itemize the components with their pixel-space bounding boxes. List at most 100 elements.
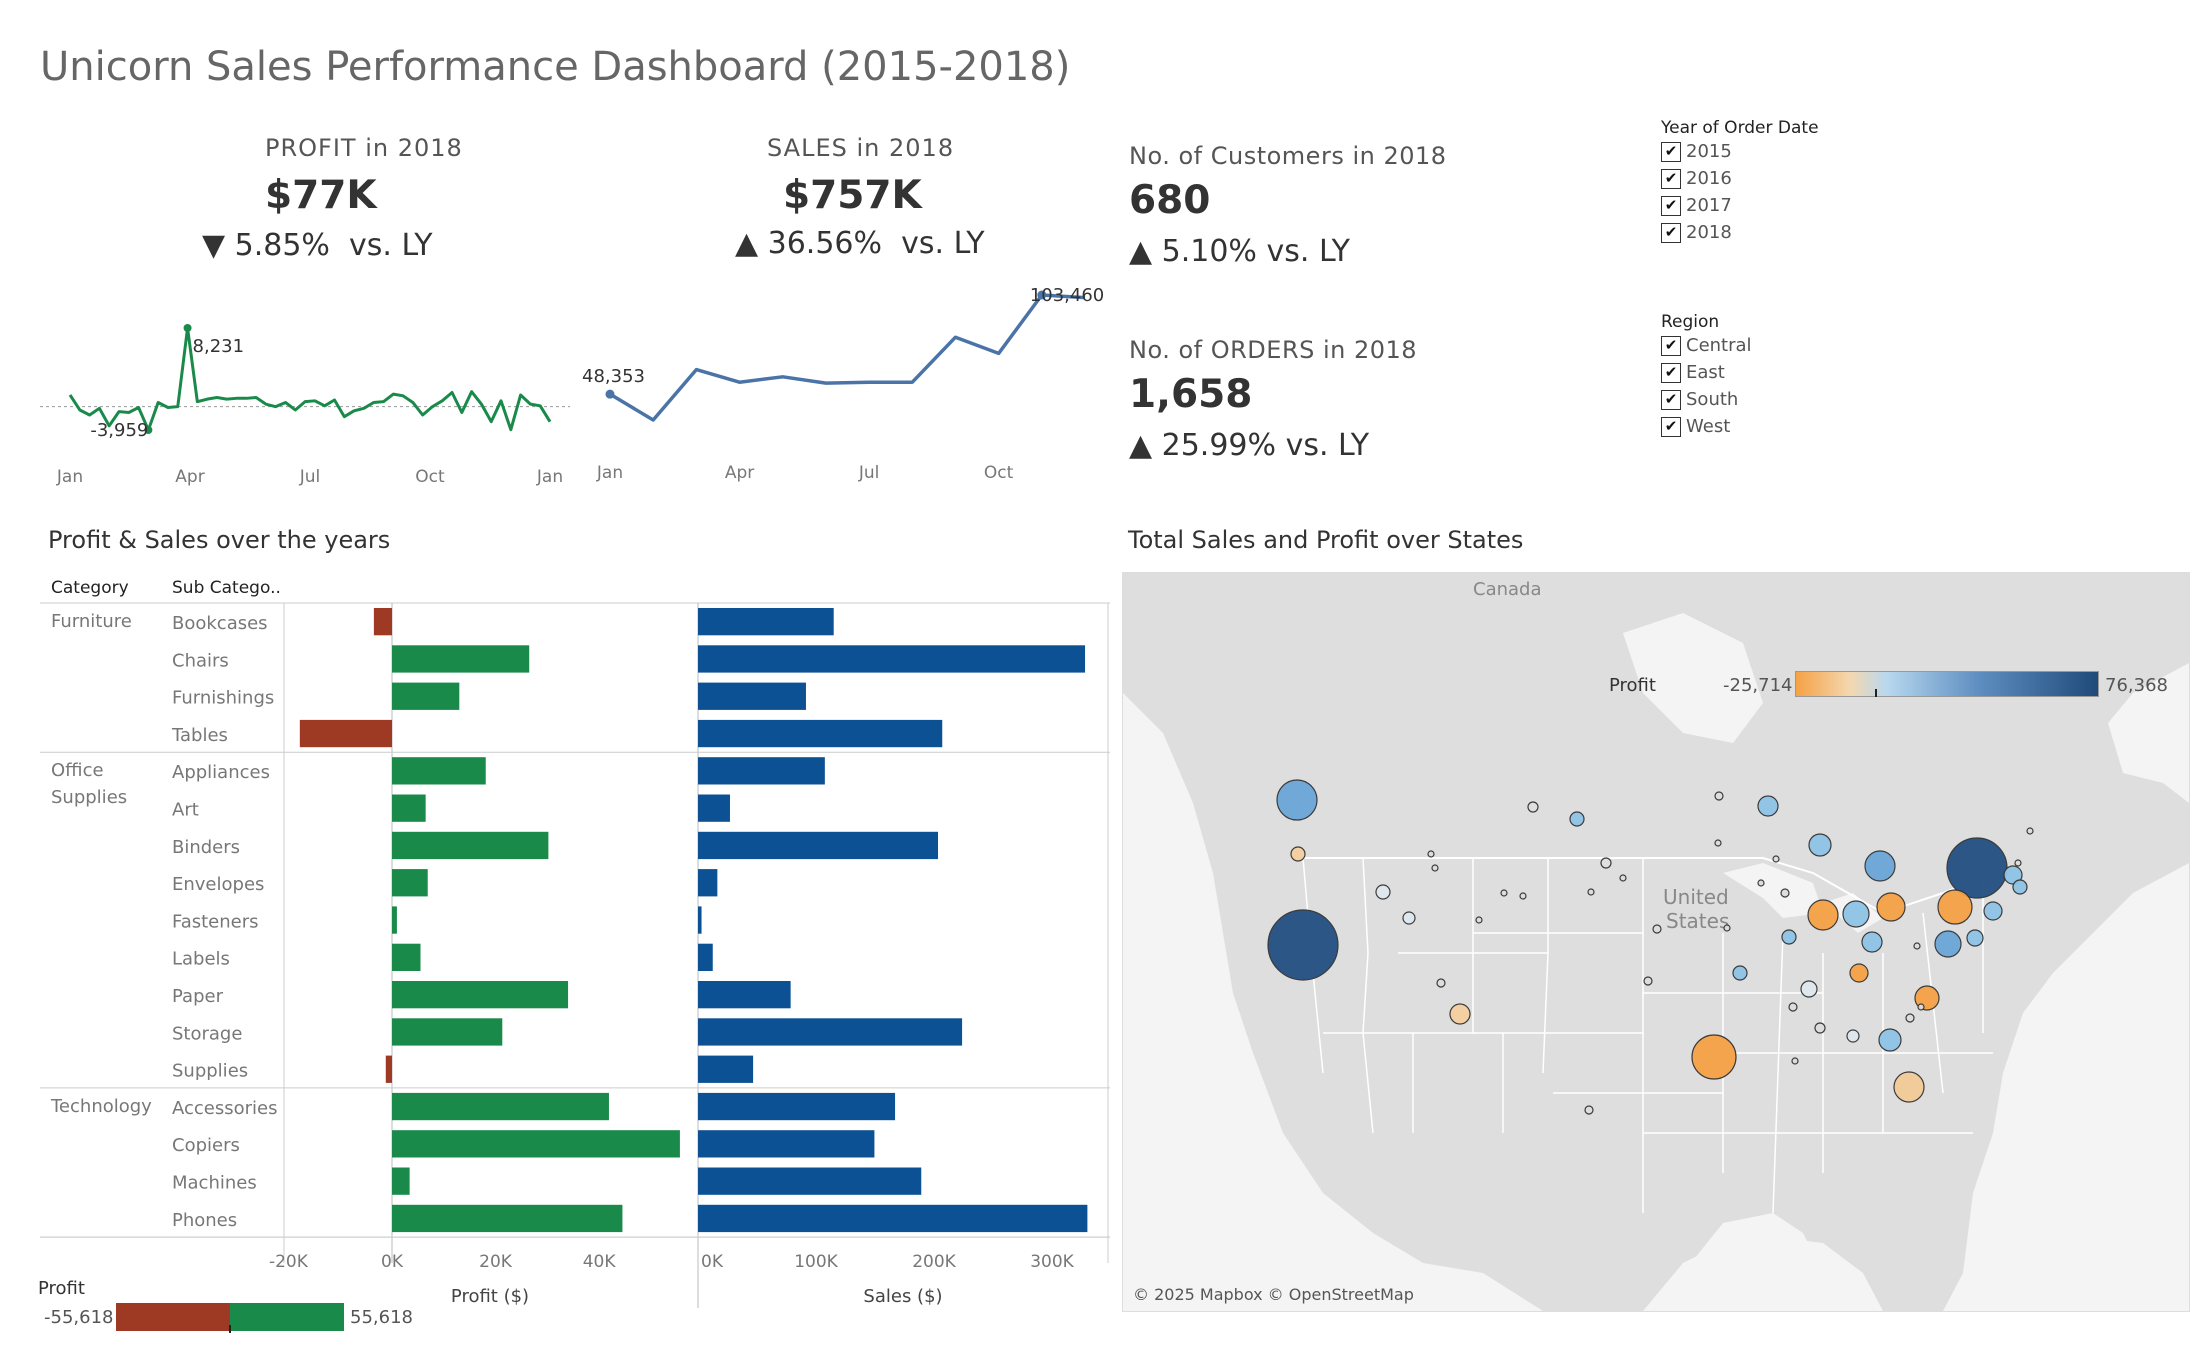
checkbox-checked-icon[interactable]: ✔ [1661,416,1681,437]
subcategory-label: Machines [172,1173,257,1194]
profit-min-point [144,426,153,434]
filter-option-2016[interactable]: ✔ 2016 [1661,165,1819,192]
filter-option-south[interactable]: ✔ South [1661,386,1752,413]
state-bubble [1800,980,1818,998]
profit-legend-max: 55,618 [350,1307,413,1328]
subcategory-label: Copiers [172,1135,240,1156]
checkbox-checked-icon[interactable]: ✔ [1661,141,1681,162]
sales-bar [698,645,1086,673]
subcategory-label: Paper [172,986,224,1007]
map-legend-title: Profit [1609,675,1656,696]
profit-legend-negative-swatch [116,1303,230,1331]
profit-bar [392,794,426,822]
profit-legend-zero-tick [229,1325,231,1333]
profit-bar [373,608,392,636]
state-bubble [1878,1028,1902,1052]
profit-bar [392,1092,609,1121]
profit-x-tick: Apr [175,467,204,487]
state-bubble [1946,837,2008,899]
profit-axis-title: Profit ($) [451,1286,529,1307]
customers-kpi-label: No. of Customers in 2018 [1129,142,1447,170]
profit-bar [392,757,486,785]
sales-bar [698,719,943,748]
state-bubble [1449,1003,1471,1025]
state-bubble [2026,827,2034,835]
sales-last-label: 103,460 [1030,285,1104,306]
state-bubble [1808,833,1832,857]
checkbox-checked-icon[interactable]: ✔ [1661,362,1681,383]
map-label-us-2: States [1666,909,1730,933]
profit-bar [392,981,569,1009]
checkbox-checked-icon[interactable]: ✔ [1661,168,1681,189]
profit-x-tick: Jan [536,467,563,487]
state-bubble [1861,931,1883,953]
checkbox-checked-icon[interactable]: ✔ [1661,195,1681,216]
state-bubble [1937,889,1973,925]
state-bubble [1714,791,1724,801]
state-bubble [1913,942,1921,950]
orders-kpi-label: No. of ORDERS in 2018 [1129,336,1418,364]
profit-bar [392,682,460,710]
map-bubbles [1267,779,2034,1115]
checkbox-checked-icon[interactable]: ✔ [1661,222,1681,243]
profit-kpi-delta: ▼ 5.85% vs. LY [202,228,433,263]
sales-bar [698,757,825,785]
state-bubble [2012,879,2028,895]
category-label: Office [51,760,104,781]
profit-bar [385,1055,392,1083]
checkbox-checked-icon[interactable]: ✔ [1661,335,1681,356]
profit-legend-title: Profit [38,1278,85,1299]
filter-option-2015[interactable]: ✔ 2015 [1661,138,1819,165]
customers-kpi-delta: ▲ 5.10% vs. LY [1129,234,1351,269]
state-bubble [1905,1013,1915,1023]
map-label-us-1: United [1663,885,1729,909]
region-filter: Region ✔ Central ✔ East ✔ South ✔ West [1661,312,1752,440]
category-label: Technology [50,1096,152,1117]
filter-option-2018[interactable]: ✔ 2018 [1661,219,1819,246]
profit-legend-positive-swatch [230,1303,344,1331]
state-bubble [1290,846,1306,862]
map-attribution[interactable]: © 2025 Mapbox © OpenStreetMap [1133,1285,1414,1304]
filter-option-label: 2017 [1686,195,1732,216]
sales-bar [698,1167,922,1195]
profit-tick: -20K [269,1252,309,1272]
sales-kpi-value: $757K [783,173,922,218]
filter-option-west[interactable]: ✔ West [1661,413,1752,440]
checkbox-checked-icon[interactable]: ✔ [1661,389,1681,410]
map-legend-gradient [1795,671,2099,697]
state-bubble [1788,1002,1798,1012]
filter-option-central[interactable]: ✔ Central [1661,332,1752,359]
profit-tick: 40K [583,1252,617,1272]
map-legend-zero-tick [1875,689,1877,697]
state-bubble [1527,801,1539,813]
category-header: Category [51,578,129,598]
state-bubble [1714,839,1722,847]
profit-max-point [183,324,192,332]
subcategory-label: Supplies [172,1061,248,1082]
filter-option-2017[interactable]: ✔ 2017 [1661,192,1819,219]
sales-x-tick: Oct [984,463,1014,483]
filter-option-east[interactable]: ✔ East [1661,359,1752,386]
profit-bar [392,906,397,934]
sales-bar [698,1055,754,1083]
state-bubble [1600,857,1612,869]
state-map[interactable]: Canada United States Profit -25,714 76,3… [1122,572,2190,1312]
profit-bar [392,831,549,860]
profit-bar [299,719,392,748]
filter-option-label: South [1686,389,1739,410]
state-bubble [1587,888,1595,896]
sales-bar [698,1018,963,1046]
state-bubble [1619,874,1627,882]
profit-line [68,326,552,432]
orders-kpi-value: 1,658 [1129,372,1253,417]
state-bubble [2003,865,2023,885]
sales-first-label: 48,353 [582,366,645,387]
state-bubble [1772,855,1780,863]
subcategory-label: Fasteners [172,911,259,932]
sales-x-tick: Jan [596,463,623,483]
state-bubble [2014,859,2022,867]
subcategory-label: Envelopes [172,874,264,895]
filter-option-label: 2018 [1686,222,1732,243]
profit-bar [392,1130,680,1158]
sales-bar [698,906,702,934]
